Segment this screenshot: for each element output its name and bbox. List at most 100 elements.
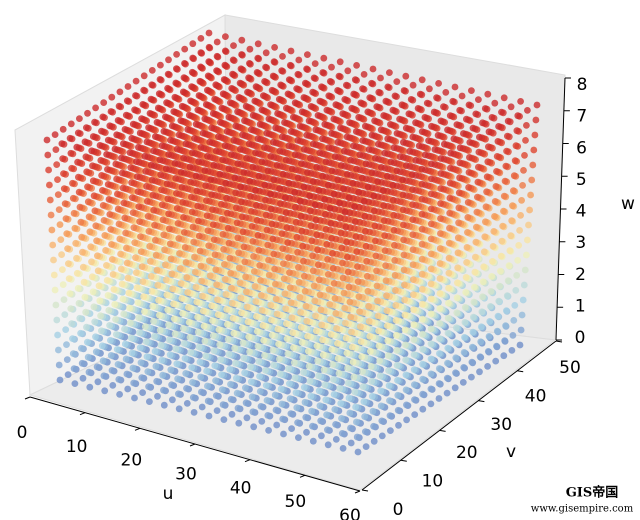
point — [225, 113, 233, 121]
point — [132, 77, 140, 85]
point — [232, 122, 240, 130]
point — [460, 130, 467, 137]
point — [188, 68, 196, 76]
point — [418, 285, 426, 293]
point — [437, 200, 444, 207]
point — [268, 86, 276, 94]
point — [418, 225, 426, 233]
point — [258, 106, 266, 114]
point — [475, 163, 482, 171]
point — [437, 170, 445, 177]
point — [511, 157, 519, 165]
point — [435, 380, 443, 387]
point — [265, 115, 273, 123]
point — [509, 202, 516, 210]
point — [453, 121, 461, 128]
point — [212, 81, 220, 89]
point — [486, 318, 494, 325]
point — [512, 287, 520, 294]
point — [491, 99, 499, 107]
point — [525, 221, 532, 229]
point — [437, 230, 444, 237]
point — [173, 65, 180, 73]
point — [221, 47, 229, 55]
point — [410, 351, 418, 358]
point — [421, 114, 429, 121]
point — [484, 158, 492, 166]
point — [493, 168, 500, 175]
point — [263, 129, 271, 137]
point — [469, 328, 477, 336]
point — [531, 131, 539, 139]
point — [391, 92, 399, 100]
point — [213, 67, 221, 74]
point — [247, 126, 255, 133]
point — [260, 92, 267, 99]
point — [517, 98, 524, 105]
point — [332, 101, 340, 109]
v-axis-line — [361, 340, 557, 491]
point — [148, 81, 156, 89]
point — [285, 142, 293, 150]
point — [475, 148, 483, 156]
point — [428, 175, 435, 183]
point — [425, 137, 432, 145]
point — [229, 56, 237, 64]
point — [380, 112, 388, 119]
point — [346, 119, 353, 126]
point — [326, 78, 334, 85]
point — [221, 61, 229, 69]
point — [386, 69, 393, 76]
point — [427, 340, 435, 348]
point — [468, 373, 475, 381]
point — [410, 306, 417, 313]
point — [522, 137, 529, 144]
point — [419, 405, 427, 413]
point — [444, 126, 451, 134]
point — [482, 218, 489, 226]
point — [519, 182, 526, 189]
point — [465, 184, 472, 191]
point — [271, 44, 278, 51]
point — [402, 72, 410, 80]
point — [352, 128, 360, 135]
point — [530, 146, 538, 154]
point — [469, 343, 476, 351]
point — [487, 303, 494, 310]
point — [351, 76, 359, 84]
point — [196, 77, 204, 85]
point — [493, 327, 501, 335]
point — [377, 74, 384, 82]
point — [239, 131, 246, 139]
point — [447, 164, 454, 172]
point — [436, 305, 444, 312]
point — [323, 106, 331, 114]
point — [517, 326, 525, 334]
point — [197, 63, 205, 71]
point — [484, 90, 492, 98]
point — [476, 133, 483, 141]
point — [398, 101, 406, 109]
point — [427, 205, 435, 213]
point — [359, 85, 366, 93]
point — [501, 337, 509, 345]
point — [296, 122, 304, 130]
point — [427, 385, 435, 393]
point — [442, 89, 450, 96]
point — [227, 99, 234, 107]
point — [192, 120, 200, 128]
point — [510, 172, 518, 180]
point — [426, 85, 433, 93]
point — [463, 259, 470, 266]
point — [436, 335, 443, 342]
point — [493, 153, 501, 160]
point — [496, 282, 503, 290]
point — [418, 76, 426, 84]
point — [445, 269, 453, 277]
point — [520, 167, 527, 174]
point — [445, 299, 452, 307]
point — [219, 90, 227, 98]
point — [427, 190, 435, 198]
point — [428, 122, 435, 130]
point — [414, 105, 422, 112]
